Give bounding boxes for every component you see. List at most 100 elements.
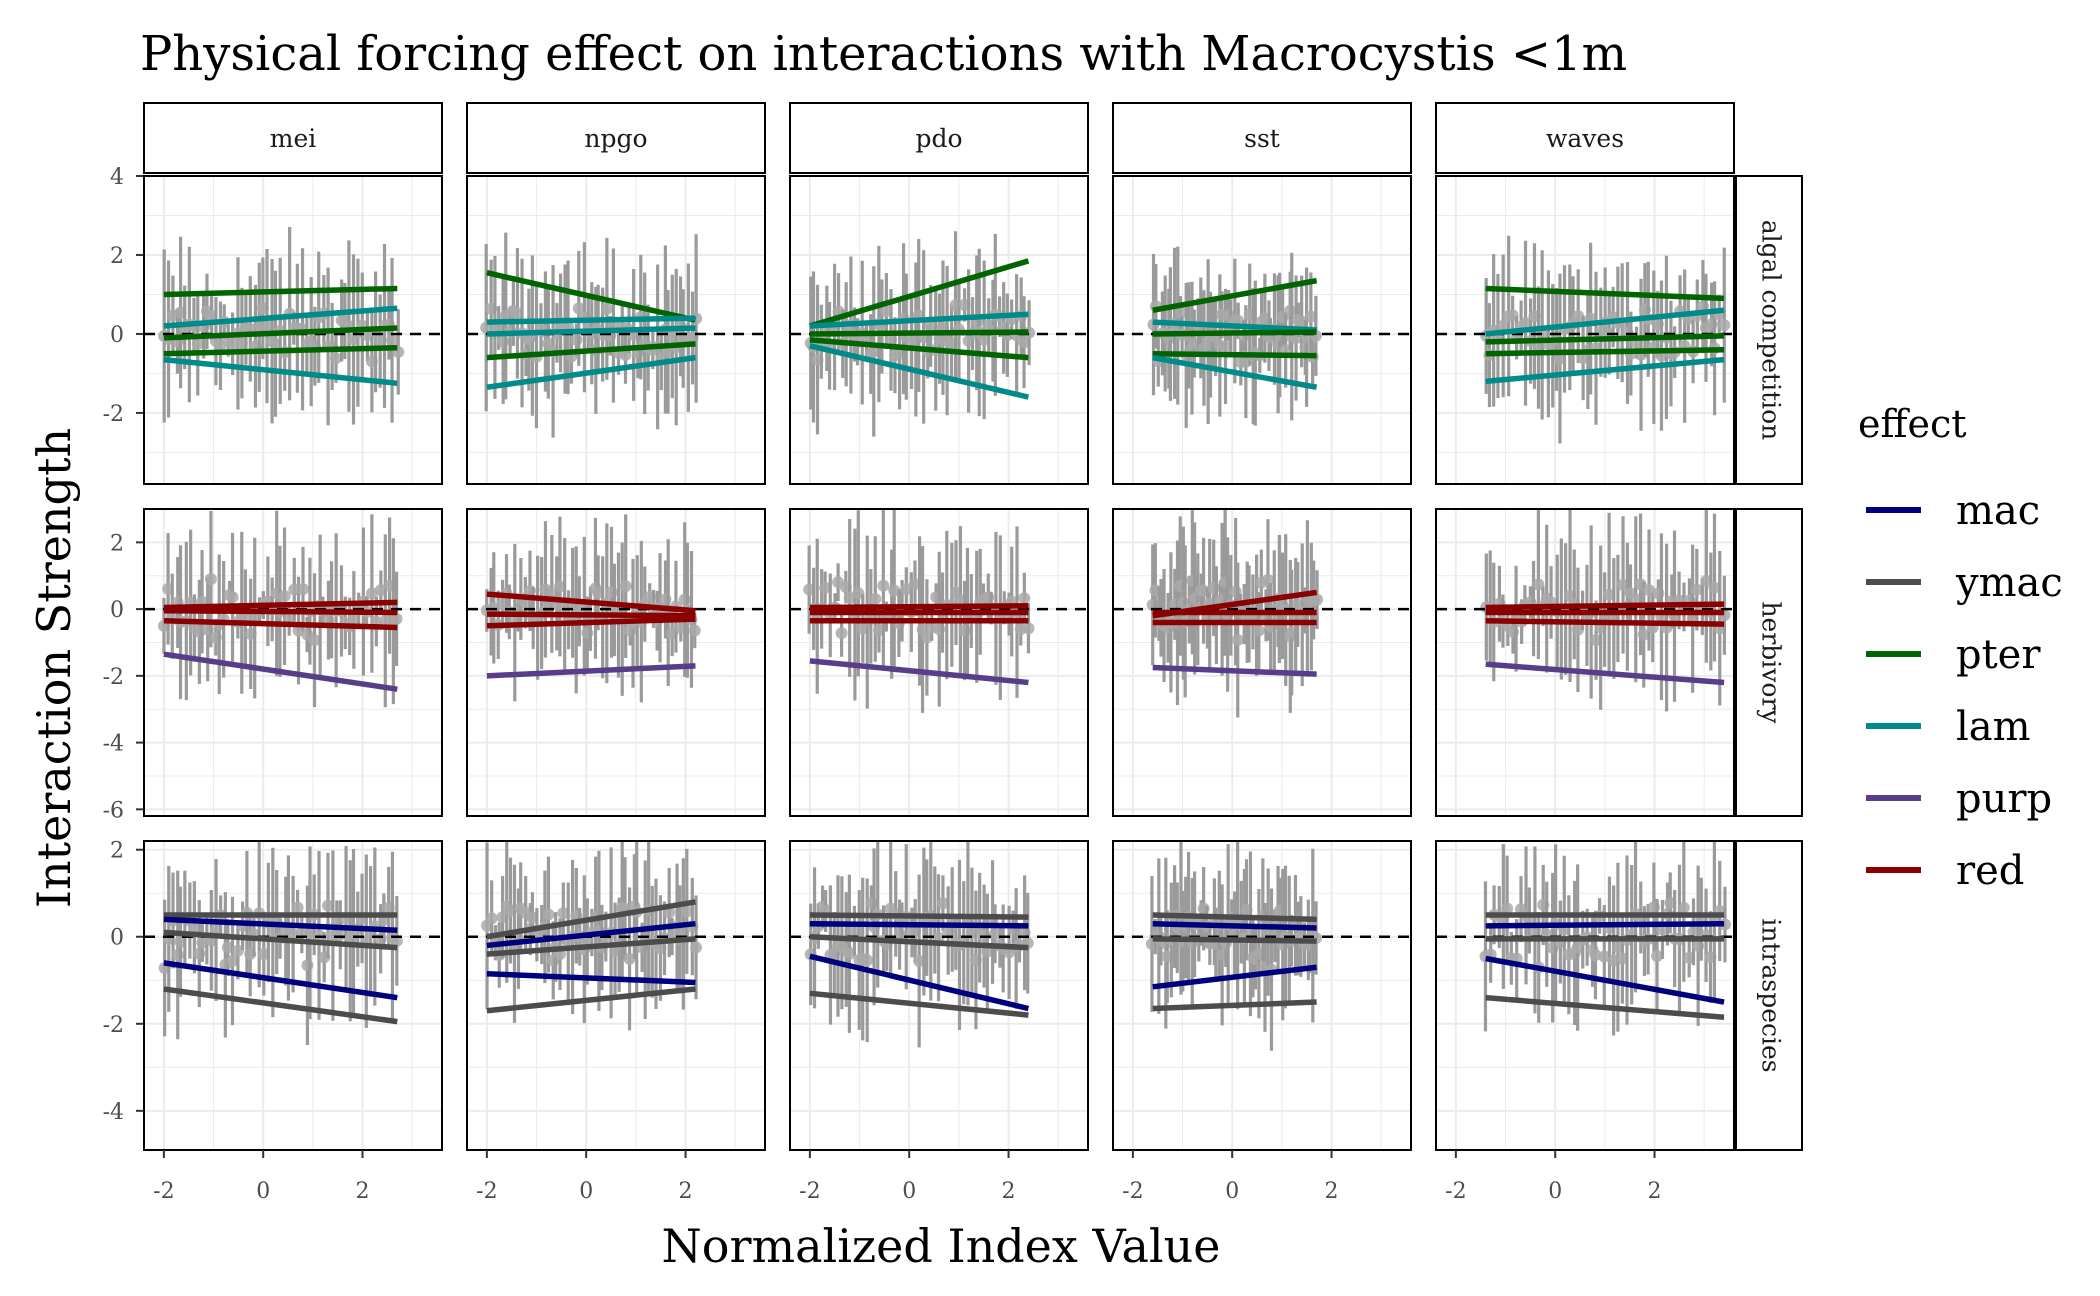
data-point bbox=[913, 954, 926, 967]
x-tick-label: 2 bbox=[356, 1179, 370, 1204]
series-line-mac bbox=[1485, 920, 1725, 929]
series-line-red bbox=[486, 611, 696, 619]
data-point bbox=[819, 581, 832, 594]
y-axis-title: Interaction Strength bbox=[27, 428, 81, 908]
facet-strip-mei: mei bbox=[143, 102, 443, 174]
series-line-mac bbox=[486, 970, 696, 986]
y-tick-label: 2 bbox=[110, 244, 124, 269]
x-tick-label: 2 bbox=[679, 1179, 693, 1204]
data-point bbox=[308, 634, 321, 647]
legend-item-mac: mac bbox=[1866, 488, 2040, 534]
series-line-pter bbox=[809, 337, 1029, 361]
series-line-mac bbox=[1152, 920, 1317, 931]
x-tick-label: 0 bbox=[1548, 1179, 1562, 1204]
data-point bbox=[1616, 952, 1629, 965]
legend-item-lam: lam bbox=[1866, 704, 2031, 750]
data-point bbox=[204, 573, 217, 586]
panel-npgo-0 bbox=[466, 175, 766, 485]
series-line-lam bbox=[809, 311, 1029, 329]
y-tick-label: 4 bbox=[110, 165, 124, 190]
facet-strip-label: herbivory bbox=[1757, 601, 1786, 724]
y-tick-label: 0 bbox=[110, 598, 124, 623]
legend-label: purp bbox=[1956, 776, 2052, 822]
y-tick-label: 0 bbox=[110, 323, 124, 348]
x-tick-label: 0 bbox=[579, 1179, 593, 1204]
data-point bbox=[226, 337, 239, 350]
series-line-purp bbox=[1485, 661, 1725, 686]
data-point bbox=[390, 612, 403, 625]
data-point bbox=[1018, 592, 1031, 605]
data-point bbox=[260, 320, 273, 333]
data-point bbox=[221, 941, 234, 954]
y-tick-label: -6 bbox=[103, 798, 124, 823]
data-point bbox=[1261, 573, 1274, 586]
facet-strip-herbivory: herbivory bbox=[1735, 508, 1803, 817]
panel-border bbox=[143, 508, 443, 817]
x-tick-label: 2 bbox=[1325, 1179, 1339, 1204]
series-line-mac bbox=[163, 916, 398, 933]
legend-label: red bbox=[1956, 848, 2024, 894]
data-point bbox=[888, 584, 901, 597]
panel-npgo-1 bbox=[466, 508, 766, 817]
facet-strip-npgo: npgo bbox=[466, 102, 766, 174]
data-point bbox=[553, 580, 566, 593]
series-line-ymac bbox=[809, 912, 1029, 920]
series-line-pter bbox=[1152, 277, 1318, 313]
facet-grid: mei npgo pdo sst waves algal competition -2 0 2 4… bbox=[103, 102, 1803, 1204]
x-tick-label: 2 bbox=[1002, 1179, 1016, 1204]
data-point bbox=[1651, 950, 1664, 963]
series-line-ymac bbox=[1152, 912, 1317, 923]
data-point bbox=[191, 337, 204, 350]
series-line-lam bbox=[163, 305, 398, 329]
data-point bbox=[1571, 623, 1584, 636]
data-point bbox=[1598, 950, 1611, 963]
data-point bbox=[1690, 583, 1703, 596]
series-line-red bbox=[163, 599, 398, 611]
series-line-ymac bbox=[1152, 936, 1317, 944]
x-tick-label: 0 bbox=[902, 1179, 916, 1204]
x-axis-title: Normalized Index Value bbox=[662, 1219, 1221, 1273]
data-point bbox=[278, 590, 291, 603]
data-point bbox=[1022, 622, 1035, 635]
series-line-pter bbox=[163, 345, 398, 357]
data-point bbox=[877, 579, 890, 592]
data-point bbox=[1718, 319, 1731, 332]
data-point bbox=[557, 907, 570, 920]
data-point bbox=[226, 591, 239, 604]
data-point bbox=[623, 952, 636, 965]
series-line-purp bbox=[1152, 664, 1317, 677]
panel-background bbox=[1436, 509, 1734, 816]
series-line-ymac bbox=[486, 986, 696, 1014]
data-point bbox=[301, 959, 314, 972]
panel-sst-1 bbox=[1112, 508, 1412, 817]
panel-border bbox=[1112, 840, 1412, 1151]
series-line-red bbox=[1485, 618, 1725, 627]
data-point bbox=[1311, 593, 1324, 606]
data-point bbox=[924, 319, 937, 332]
data-point bbox=[1603, 588, 1616, 601]
data-point bbox=[867, 345, 880, 358]
series-line-purp bbox=[163, 651, 398, 692]
panel-sst-0 bbox=[1112, 175, 1412, 485]
data-point bbox=[226, 954, 239, 967]
series-line-mac bbox=[1485, 955, 1725, 1005]
facet-strip-algal-competition: algal competition bbox=[1735, 175, 1803, 485]
series-line-mac bbox=[1152, 964, 1317, 990]
data-point bbox=[1589, 949, 1602, 962]
data-point bbox=[511, 307, 524, 320]
series-line-ymac bbox=[1485, 994, 1725, 1021]
facet-strip-label: algal competition bbox=[1757, 220, 1786, 441]
series-line-pter bbox=[1485, 333, 1725, 345]
y-tick-label: -2 bbox=[103, 665, 124, 690]
series-line-lam bbox=[1485, 356, 1725, 385]
data-point bbox=[269, 337, 282, 350]
series-line-ymac bbox=[486, 899, 696, 940]
series-line-pter bbox=[163, 325, 398, 341]
data-point bbox=[690, 941, 703, 954]
data-point bbox=[572, 302, 585, 315]
legend-label: ymac bbox=[1955, 560, 2063, 606]
data-point bbox=[1231, 634, 1244, 647]
data-point bbox=[1219, 340, 1232, 353]
x-tick-label: 0 bbox=[1225, 1179, 1239, 1204]
